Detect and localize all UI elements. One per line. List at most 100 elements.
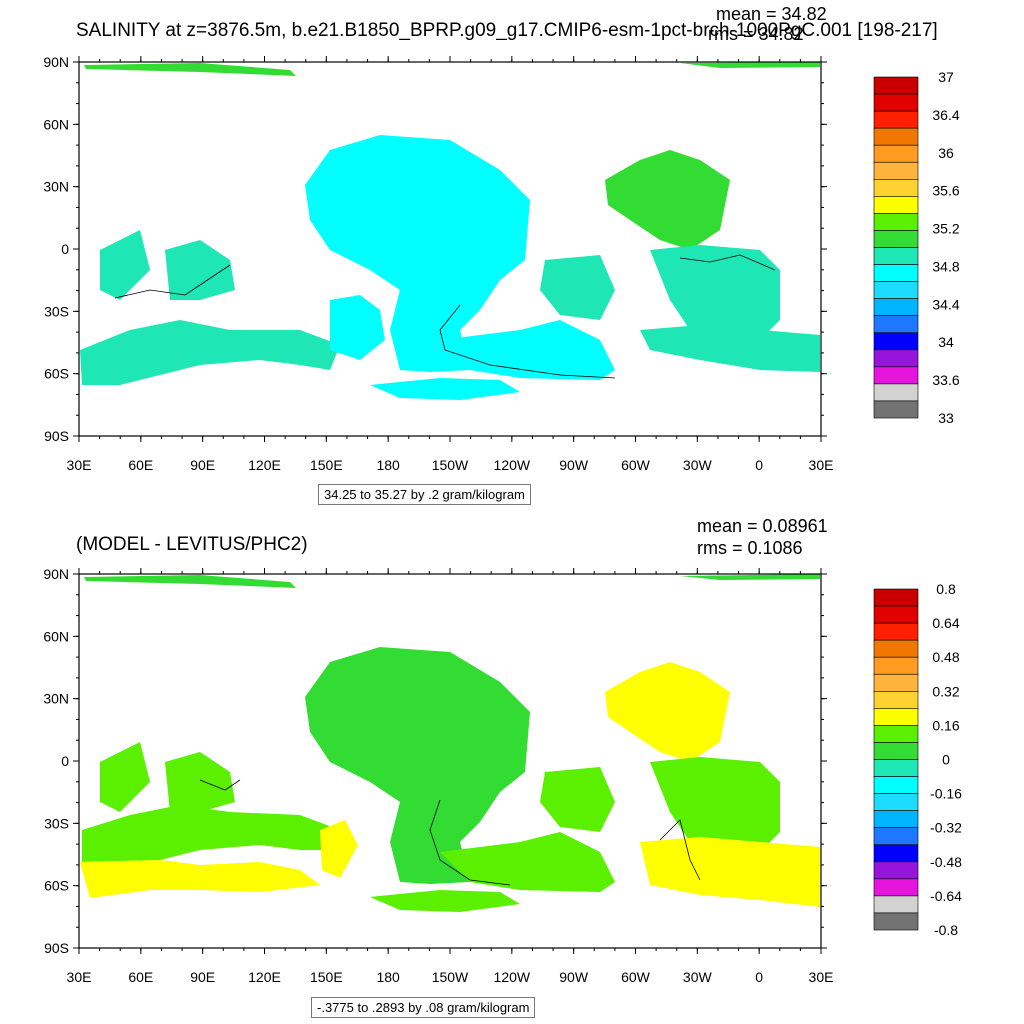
- colorbar-swatch: [873, 673, 919, 692]
- colorbar-swatch: [873, 144, 919, 163]
- colorbar-label: -0.16: [930, 786, 962, 802]
- panel-2-title: (MODEL - LEVITUS/PHC2): [76, 534, 308, 555]
- lon-label: 30W: [683, 969, 713, 985]
- ocean-region: [305, 135, 530, 372]
- lat-label: 30S: [44, 303, 69, 319]
- colorbar-label: -0.32: [930, 820, 962, 836]
- colorbar-swatch: [873, 656, 919, 675]
- colorbar-swatch: [873, 810, 919, 828]
- lon-label: 30E: [67, 969, 92, 985]
- colorbar-swatch: [873, 127, 919, 146]
- ocean-region: [305, 647, 530, 884]
- lat-label: 30N: [43, 691, 69, 707]
- ocean-region: [640, 837, 820, 907]
- lat-label: 90S: [44, 940, 69, 956]
- colorbar-swatch: [873, 332, 919, 351]
- colorbar-swatch: [873, 605, 919, 624]
- colorbar-swatch: [873, 861, 919, 880]
- ocean-region: [650, 757, 780, 857]
- colorbar-swatch: [873, 281, 919, 299]
- lat-label: 60N: [43, 116, 69, 132]
- ocean-region: [605, 662, 730, 762]
- colorbar-swatch: [873, 366, 919, 385]
- axis-ticks: [73, 56, 827, 442]
- lon-label: 120W: [494, 969, 531, 985]
- colorbar-label: 36.4: [932, 107, 959, 123]
- colorbar-swatch: [873, 230, 919, 248]
- lon-label: 150E: [310, 969, 343, 985]
- ocean-region: [80, 320, 340, 385]
- colorbar-label: 0.64: [932, 615, 959, 631]
- colorbar-swatch: [873, 179, 919, 197]
- colorbar-swatch: [873, 759, 919, 777]
- colorbar-swatch: [873, 742, 919, 760]
- ocean-region: [650, 245, 780, 345]
- colorbar-swatch: [873, 776, 919, 794]
- lon-label: 0: [755, 457, 763, 473]
- panel-2-map: 90N 60N 30N 0 30S 60S 90S 30E 60E 90E 120E 150E 180 1…: [43, 566, 962, 985]
- lat-label: 30N: [43, 179, 69, 195]
- colorbar: [873, 588, 919, 931]
- lon-label: 60W: [621, 457, 651, 473]
- ocean-field: [80, 62, 820, 400]
- colorbar-label: 0.8: [936, 581, 956, 597]
- ocean-region: [82, 805, 340, 862]
- colorbar-swatch: [873, 315, 919, 334]
- lat-label: 90N: [43, 54, 69, 70]
- colorbar-swatch: [873, 298, 919, 316]
- lon-label: 30E: [809, 969, 834, 985]
- panel-2-rms: rms = 0.1086: [697, 538, 803, 558]
- ocean-region: [370, 890, 520, 912]
- lon-label: 0: [755, 969, 763, 985]
- colorbar-swatch: [873, 878, 919, 897]
- colorbar-label: -0.8: [934, 922, 958, 938]
- colorbar-swatch: [873, 247, 919, 265]
- colorbar-swatch: [873, 691, 919, 709]
- lat-label: 0: [61, 241, 69, 257]
- colorbar-swatch: [873, 725, 919, 743]
- colorbar-swatch: [873, 639, 919, 658]
- panel-1-title: SALINITY at z=3876.5m, b.e21.B1850_BPRP.…: [76, 20, 938, 41]
- panel-2-contour-info: -.3775 to .2893 by .08 gram/kilogram: [311, 997, 536, 1018]
- colorbar-swatch: [873, 383, 919, 402]
- colorbar-swatch: [873, 622, 919, 641]
- panel-2-mean: mean = 0.08961: [697, 516, 828, 536]
- colorbar-swatch: [873, 76, 919, 95]
- lat-label: 60S: [44, 366, 69, 382]
- colorbar-label: 34.4: [932, 296, 959, 312]
- lon-label: 180: [376, 457, 400, 473]
- ocean-region: [165, 752, 235, 812]
- lon-label: 60W: [621, 969, 651, 985]
- colorbar-label: 36: [938, 145, 954, 161]
- lon-label: 30E: [809, 457, 834, 473]
- colorbar-label: 35.2: [932, 221, 959, 237]
- lat-label: 0: [61, 753, 69, 769]
- colorbar-label: 33: [938, 410, 954, 426]
- ocean-region: [330, 295, 385, 360]
- colorbar-swatch: [873, 349, 919, 368]
- ocean-region: [84, 575, 296, 588]
- lon-label: 90E: [190, 457, 215, 473]
- colorbar-swatch: [873, 895, 919, 914]
- ocean-region: [440, 320, 615, 380]
- lat-label: 90S: [44, 428, 69, 444]
- colorbar-swatch: [873, 844, 919, 863]
- colorbar-swatch: [873, 110, 919, 129]
- colorbar-label: 34.8: [932, 258, 959, 274]
- contour-lines: [199, 779, 701, 886]
- lat-label: 30S: [44, 815, 69, 831]
- colorbar-label: 0.32: [932, 683, 959, 699]
- ocean-region: [540, 767, 615, 832]
- colorbar-swatch: [873, 793, 919, 811]
- axis-ticks: [73, 568, 827, 954]
- colorbar-label: 0.16: [932, 717, 959, 733]
- colorbar-label: 0: [942, 752, 950, 768]
- colorbar-swatch: [873, 161, 919, 180]
- colorbar-label: -0.64: [930, 888, 962, 904]
- panel-1-map: 90N 60N 30N 0 30S 60S 90S 30E 60E 90E 120E 150E 180 1…: [43, 54, 960, 473]
- lon-label: 120E: [248, 457, 281, 473]
- lon-label: 90W: [559, 457, 589, 473]
- lon-label: 30E: [67, 457, 92, 473]
- colorbar-swatch: [873, 196, 919, 214]
- ocean-region: [165, 240, 235, 300]
